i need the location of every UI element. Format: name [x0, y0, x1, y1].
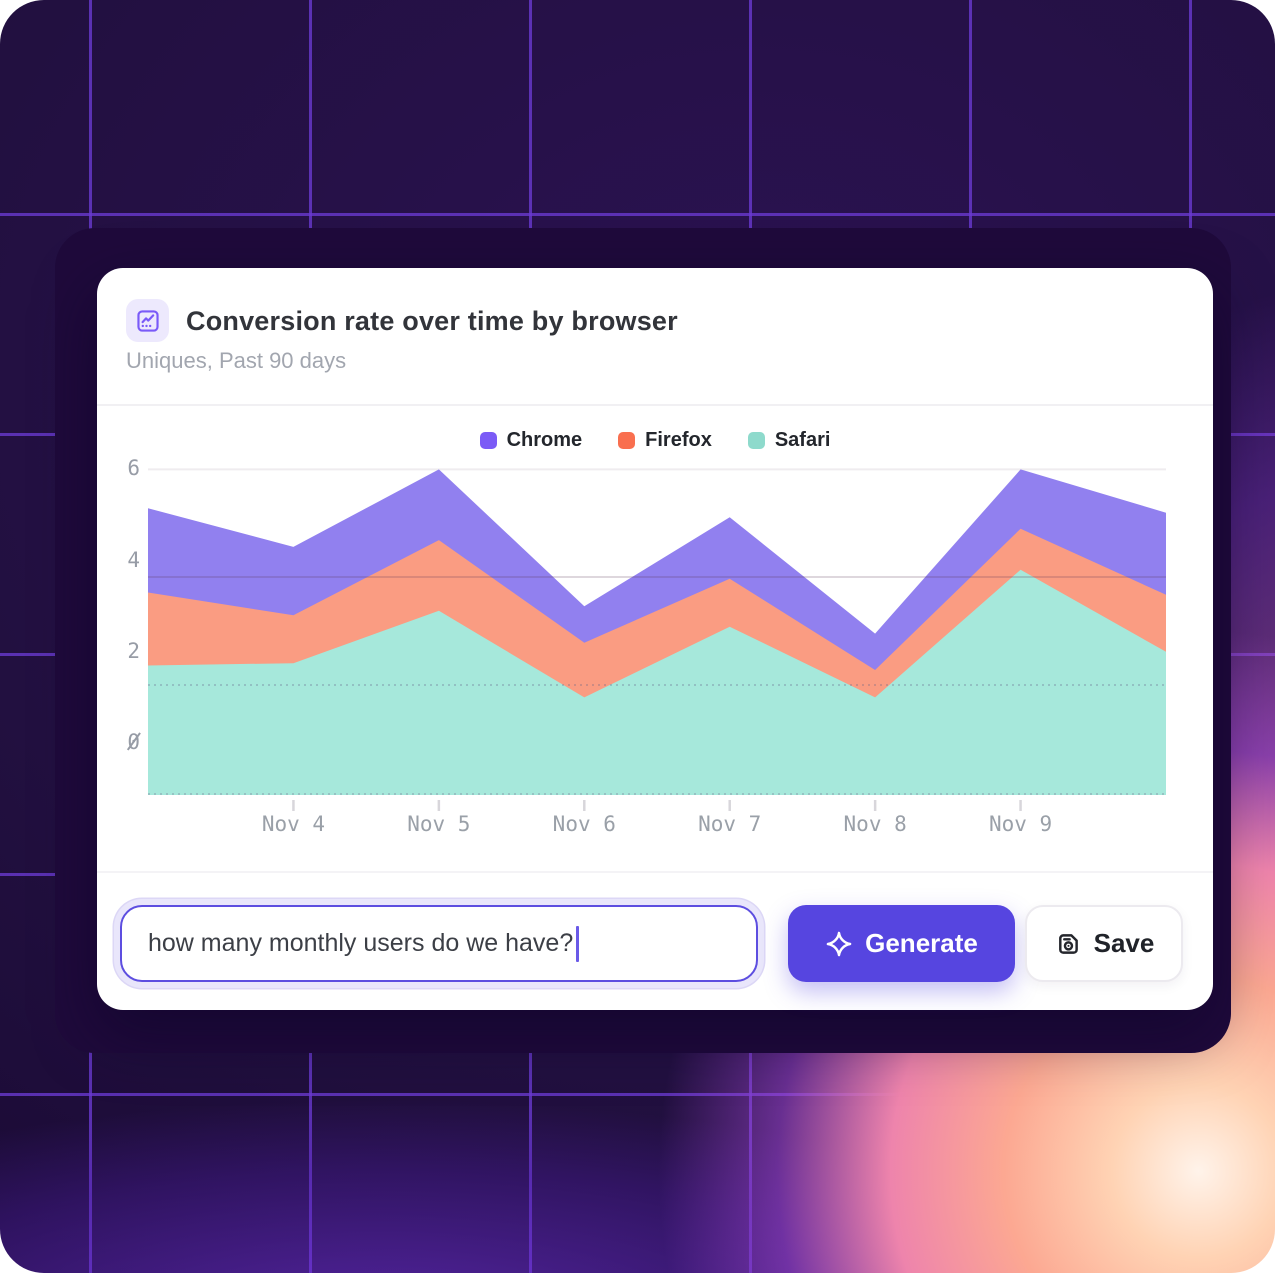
prompt-input[interactable]: how many monthly users do we have? — [120, 905, 758, 982]
legend-item-chrome: Chrome — [479, 429, 582, 452]
y-axis-label: 0 — [127, 730, 140, 754]
x-axis-label: Nov 7 — [698, 812, 762, 836]
save-label: Save — [1093, 928, 1155, 958]
save-button[interactable]: Save — [1025, 905, 1183, 982]
legend-item-safari: Safari — [747, 429, 830, 452]
page-title: Conversion rate over time by browser — [186, 306, 678, 336]
y-axis-label: 2 — [127, 638, 140, 663]
prompt-text: how many monthly users do we have? — [148, 929, 574, 957]
sparkle-icon — [826, 931, 852, 956]
generate-button[interactable]: Generate — [788, 905, 1015, 982]
area-series-safari — [148, 569, 1166, 795]
x-axis-label: Nov 9 — [988, 812, 1053, 836]
x-axis-label: Nov 6 — [552, 812, 616, 836]
y-axis-label: 4 — [127, 547, 140, 572]
x-axis-label: Nov 4 — [261, 812, 326, 836]
page-subtitle: Uniques, Past 90 days — [126, 348, 347, 373]
text-cursor — [576, 925, 580, 962]
x-axis-label: Nov 8 — [843, 812, 907, 836]
y-axis-label: 6 — [127, 456, 140, 481]
header-divider — [97, 404, 1213, 406]
footer-divider — [97, 871, 1213, 873]
chart-legend: Chrome Firefox Safari — [97, 426, 1213, 454]
line-chart-icon — [126, 299, 169, 342]
chart-plot-area — [148, 468, 1166, 811]
save-icon — [1058, 933, 1078, 954]
generate-label: Generate — [865, 928, 978, 958]
safari-swatch — [747, 431, 765, 449]
legend-item-firefox: Firefox — [618, 429, 712, 452]
x-axis-label: Nov 5 — [407, 812, 471, 836]
chrome-swatch — [479, 431, 497, 449]
firefox-swatch — [618, 431, 636, 449]
